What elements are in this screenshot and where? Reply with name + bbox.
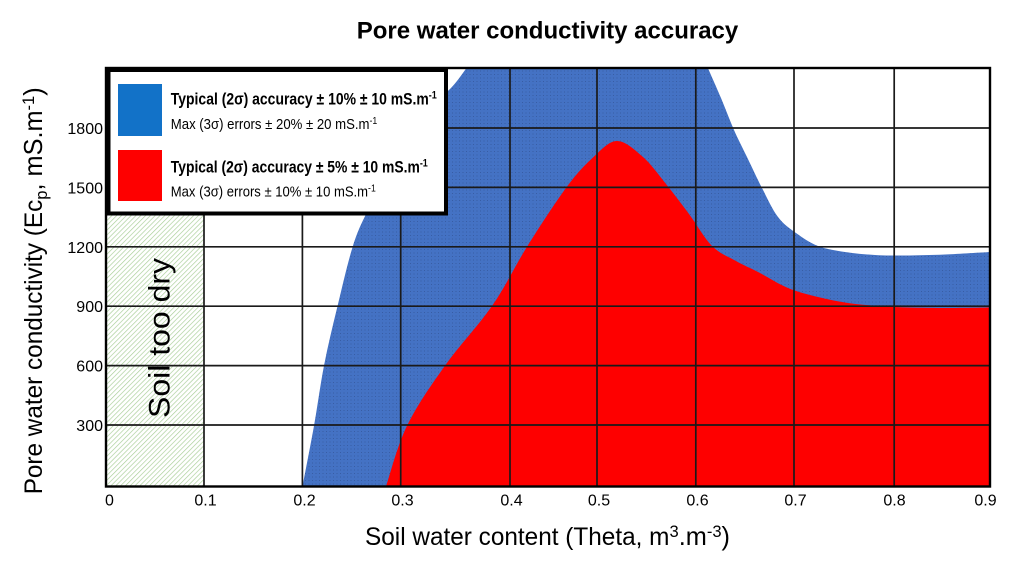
svg-text:Typical (2σ) accuracy ± 10% ±: Typical (2σ) accuracy ± 10% ± 10 mS.m-1 [171, 89, 437, 108]
svg-text:0.7: 0.7 [784, 493, 806, 510]
svg-text:1800: 1800 [67, 121, 103, 138]
svg-text:Typical (2σ) accuracy ± 5% ± 1: Typical (2σ) accuracy ± 5% ± 10 mS.m-1 [171, 158, 428, 177]
svg-text:0.4: 0.4 [500, 493, 522, 510]
svg-text:Pore water conductivity accura: Pore water conductivity accuracy [357, 18, 739, 45]
svg-text:Soil too dry: Soil too dry [144, 258, 177, 418]
svg-text:0.1: 0.1 [194, 493, 216, 510]
svg-text:0: 0 [105, 493, 114, 510]
svg-text:0.6: 0.6 [686, 493, 708, 510]
svg-text:600: 600 [76, 359, 103, 376]
svg-text:1200: 1200 [67, 240, 103, 257]
svg-text:300: 300 [76, 418, 103, 435]
svg-text:1500: 1500 [67, 180, 103, 197]
svg-text:0.9: 0.9 [974, 493, 996, 510]
svg-text:0.2: 0.2 [293, 493, 315, 510]
svg-text:Max (3σ) errors ± 10% ± 10 mS.: Max (3σ) errors ± 10% ± 10 mS.m-1 [171, 184, 376, 201]
svg-text:Pore water conductivity (Ecp,: Pore water conductivity (Ecp, mS.m-1) [18, 87, 51, 494]
svg-text:0.5: 0.5 [588, 493, 610, 510]
svg-text:Soil water content (Theta, m3.: Soil water content (Theta, m3.m-3) [365, 521, 730, 551]
svg-text:900: 900 [76, 299, 103, 316]
svg-text:0.8: 0.8 [883, 493, 905, 510]
svg-text:0.3: 0.3 [391, 493, 413, 510]
svg-text:Max (3σ) errors ± 20% ± 20 mS.: Max (3σ) errors ± 20% ± 20 mS.m-1 [171, 116, 378, 133]
